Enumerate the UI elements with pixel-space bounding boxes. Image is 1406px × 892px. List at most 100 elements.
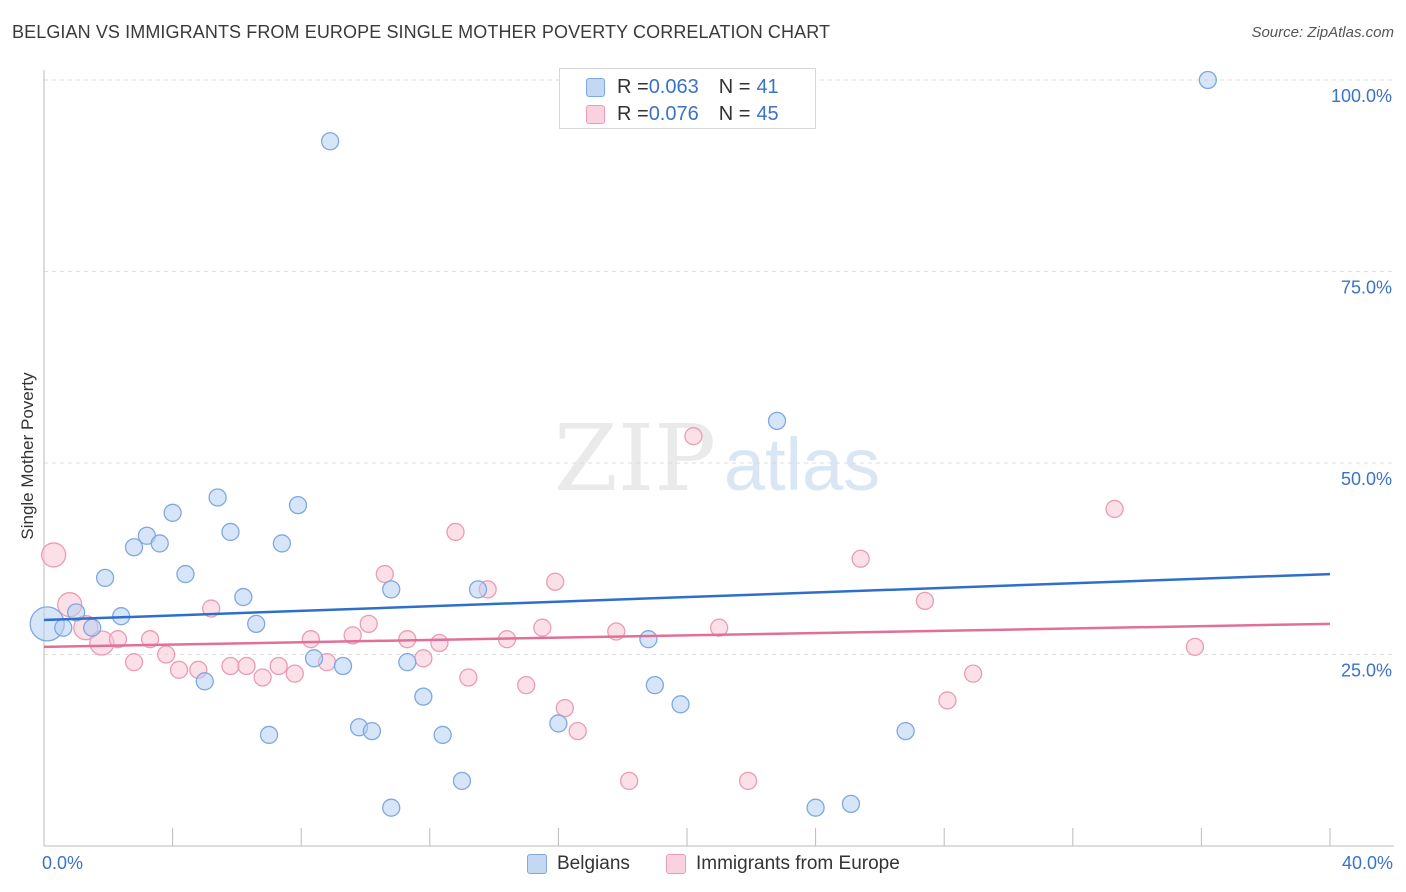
series-legend-belgians: Belgians <box>527 851 630 877</box>
immigrants-point-40 <box>938 691 957 710</box>
belgians-point-36 <box>806 798 825 817</box>
belgians-point-27 <box>414 687 433 706</box>
immigrants-point-5 <box>124 653 144 672</box>
immigrants-point-7 <box>157 645 176 664</box>
watermark-atlas: atlas <box>724 423 880 506</box>
source-label: Source: ZipAtlas.com <box>1251 24 1394 41</box>
belgians-point-12 <box>208 488 227 507</box>
belgians-point-33 <box>645 675 664 695</box>
y-tick-label-3: 100.0% <box>1331 86 1392 106</box>
belgians-point-1 <box>54 618 73 637</box>
immigrants-point-22 <box>414 649 433 668</box>
belgians-point-10 <box>176 564 195 584</box>
immigrants-point-18 <box>343 626 362 645</box>
immigrants-point-29 <box>533 618 552 637</box>
belgians-point-2 <box>67 603 86 622</box>
belgians-point-9 <box>163 503 182 522</box>
stats-legend: R = 0.063 N = 41 R = 0.076 N = 45 <box>559 68 816 129</box>
immigrants-trend-line <box>43 622 1331 649</box>
belgians-point-35 <box>767 411 787 431</box>
belgians-point-38 <box>896 721 915 741</box>
belgians-point-11 <box>195 672 214 691</box>
belgians-point-18 <box>288 495 308 515</box>
belgians-point-23 <box>362 721 382 741</box>
immigrants-point-43 <box>1185 637 1205 656</box>
series-legend-immigrants: Immigrants from Europe <box>666 851 900 877</box>
belgians-point-29 <box>452 771 472 791</box>
immigrants-point-11 <box>221 656 240 676</box>
immigrants-point-38 <box>851 549 870 568</box>
grid <box>44 79 1394 655</box>
immigrants-point-4 <box>108 630 128 649</box>
immigrants-point-32 <box>568 721 587 741</box>
tick-labels: 25.0% 50.0% 75.0% 100.0% 0.0% 40.0% <box>42 86 1393 873</box>
belgians-point-30 <box>468 580 488 599</box>
legend-n-value: 41 <box>756 75 779 98</box>
belgians-point-25 <box>382 798 401 817</box>
belgians-point-4 <box>95 568 115 588</box>
legend-r-value: 0.076 <box>648 102 699 125</box>
series-name-belgians: Belgians <box>557 853 630 874</box>
immigrants-point-42 <box>1105 499 1124 519</box>
legend-n-label: N = <box>718 75 751 98</box>
immigrants-point-41 <box>963 664 983 683</box>
belgians-point-13 <box>221 522 240 542</box>
y-tick-label-2: 75.0% <box>1341 278 1392 298</box>
chart-title: BELGIAN VS IMMIGRANTS FROM EUROPE SINGLE… <box>12 22 831 42</box>
immigrants-point-13 <box>253 668 272 687</box>
belgians-point-20 <box>320 132 340 151</box>
belgians-point-16 <box>259 725 279 745</box>
immigrants-point-23 <box>430 633 449 653</box>
trend-lines <box>43 572 1331 649</box>
belgians-point-39 <box>1198 70 1217 90</box>
legend-swatch-belgians <box>586 77 605 97</box>
legend-row-belgians: R = 0.063 N = 41 <box>586 75 779 99</box>
immigrants-point-25 <box>459 668 478 687</box>
axes <box>43 70 1394 847</box>
immigrants-point-31 <box>555 698 574 718</box>
watermark-zip: ZIP <box>554 405 716 512</box>
immigrants-point-12 <box>237 656 256 676</box>
belgians-point-26 <box>398 653 417 672</box>
immigrants-point-15 <box>285 664 304 683</box>
belgians-point-31 <box>549 714 568 733</box>
x-tick-label-0: 0.0% <box>42 853 83 873</box>
immigrants-point-28 <box>517 675 536 695</box>
belgians-point-8 <box>150 534 169 553</box>
series-swatch-belgians <box>527 854 547 874</box>
legend-r-label: R = <box>617 102 649 125</box>
immigrants-point-16 <box>301 630 320 649</box>
immigrants-point-39 <box>915 591 935 611</box>
belgians-point-3 <box>83 618 102 637</box>
belgians-trend-line <box>43 572 1331 622</box>
legend-n-label: N = <box>718 102 751 125</box>
immigrants-point-24 <box>446 522 465 542</box>
legend-r-value: 0.063 <box>648 75 699 98</box>
y-tick-label-1: 50.0% <box>1341 469 1392 489</box>
belgians-point-14 <box>234 587 253 607</box>
belgians-point-34 <box>671 695 690 714</box>
belgians-point-19 <box>304 649 324 668</box>
belgians-point-32 <box>639 630 658 649</box>
belgians-point-37 <box>841 794 861 814</box>
immigrants-point-36 <box>710 618 729 637</box>
immigrants-point-34 <box>619 771 639 791</box>
belgians-point-28 <box>433 725 452 745</box>
immigrants-point-30 <box>546 572 565 591</box>
x-tick-label-1: 40.0% <box>1342 853 1393 873</box>
immigrants-point-14 <box>269 656 288 676</box>
watermark: ZIP atlas <box>554 405 880 512</box>
y-axis-label: Single Mother Poverty <box>18 372 37 540</box>
immigrants-point-37 <box>738 771 758 791</box>
belgians-point-21 <box>333 656 353 676</box>
immigrants-point-20 <box>375 564 394 584</box>
series-name-immigrants: Immigrants from Europe <box>696 853 900 874</box>
series-swatch-immigrants <box>666 854 686 874</box>
legend-swatch-immigrants <box>586 104 605 124</box>
legend-n-value: 45 <box>756 102 779 125</box>
belgians-point-6 <box>124 538 144 557</box>
immigrants-point-8 <box>169 660 189 679</box>
belgians-point-15 <box>247 614 266 634</box>
immigrants-point-35 <box>684 427 703 446</box>
